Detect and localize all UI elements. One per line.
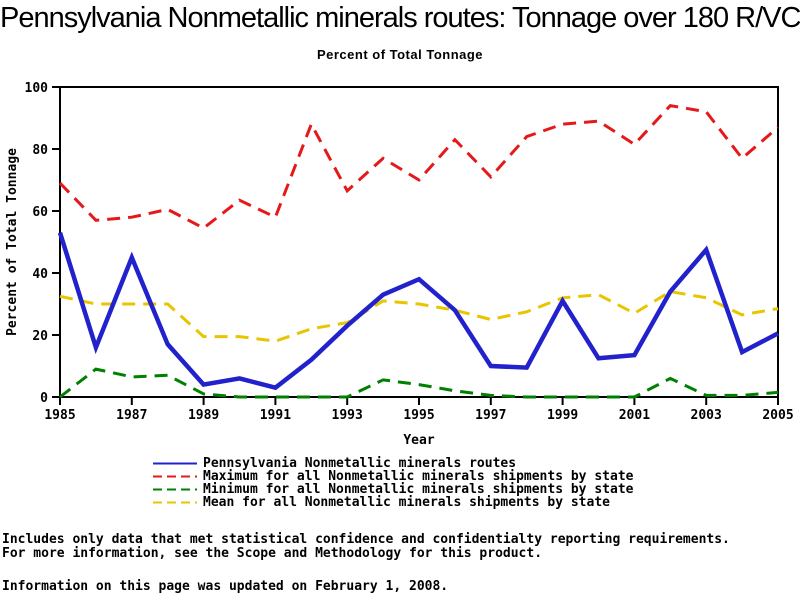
series-line-0 [57, 232, 780, 391]
legend-item: Minimum for all Nonmetallic minerals shi… [153, 482, 634, 497]
y-tick-label: 0 [40, 391, 48, 406]
y-axis: 0 20 40 60 80 100 [25, 81, 60, 406]
legend-label: Mean for all Nonmetallic minerals shipme… [203, 495, 610, 510]
y-tick-label: 80 [32, 143, 48, 158]
series-line-2 [59, 367, 779, 399]
x-tick-label: 2003 [691, 408, 722, 423]
legend-line-swatch [153, 488, 197, 491]
x-tick-label: 1991 [260, 408, 291, 423]
x-axis: 1985 1987 1989 1991 1993 1995 1997 1999 2001 2003… [44, 397, 794, 423]
updated-text: Information on this page was updated on … [2, 579, 449, 594]
chart-legend: Pennsylvania Nonmetallic minerals routes… [153, 456, 634, 510]
x-tick-label: 1993 [332, 408, 363, 423]
x-tick-label: 1997 [475, 408, 506, 423]
legend-label: Pennsylvania Nonmetallic minerals routes [203, 456, 517, 471]
x-tick-label: 1985 [44, 408, 75, 423]
x-tick-label: 1987 [116, 408, 147, 423]
legend-line-swatch [153, 475, 197, 478]
series-line-1 [58, 103, 779, 230]
legend-label: Minimum for all Nonmetallic minerals shi… [203, 482, 634, 497]
plot-frame [59, 86, 779, 398]
x-tick-label: 1999 [547, 408, 578, 423]
legend-line-swatch [153, 501, 197, 504]
y-tick-label: 20 [32, 329, 48, 344]
y-tick-label: 100 [25, 81, 49, 96]
x-tick-label: 1989 [188, 408, 219, 423]
legend-line-swatch [153, 462, 197, 465]
legend-item: Mean for all Nonmetallic minerals shipme… [153, 495, 633, 510]
x-tick-label: 2005 [762, 408, 793, 423]
footnote-text: Includes only data that met statistical … [2, 533, 730, 560]
y-tick-label: 40 [32, 267, 48, 282]
chart-title: Pennsylvania Nonmetallic minerals routes… [0, 2, 800, 34]
x-tick-label: 1995 [403, 408, 434, 423]
x-axis-title: Year [403, 433, 434, 448]
legend-label: Maximum for all Nonmetallic minerals shi… [203, 469, 634, 484]
legend-item: Pennsylvania Nonmetallic minerals routes [153, 456, 633, 471]
legend-item: Maximum for all Nonmetallic minerals shi… [153, 469, 634, 484]
line-chart: 0 20 40 60 80 100 1985 1987 1989 1991 1993 1995 1997… [5, 81, 794, 448]
footnote-line-2: For more information, see the Scope and … [2, 545, 543, 561]
y-tick-label: 60 [32, 205, 48, 220]
y-axis-title: Percent of Total Tonnage [5, 148, 20, 336]
series-line-3 [59, 290, 779, 343]
x-tick-label: 2001 [619, 408, 650, 423]
footnote-line-1: Includes only data that met statistical … [2, 532, 730, 547]
chart-subtitle: Percent of Total Tonnage [316, 47, 484, 62]
